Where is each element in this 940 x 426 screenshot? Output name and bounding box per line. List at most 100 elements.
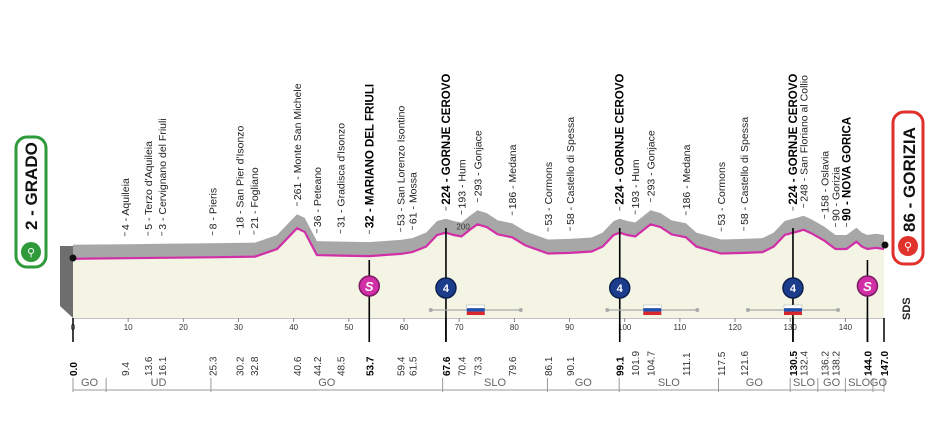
km-value-label: 144.0 xyxy=(863,351,874,376)
slovenia-flag-blue xyxy=(783,308,802,312)
place-label: 3 - Cervignano del Friuli xyxy=(157,118,169,229)
km-value-label: 53.7 xyxy=(365,356,376,376)
climb-icon-label: 4 xyxy=(617,283,624,295)
km-value-label: 147.0 xyxy=(880,351,891,376)
km-value-label: 25.3 xyxy=(209,356,220,376)
km-value-label: 44.2 xyxy=(313,356,324,376)
region-label: GO xyxy=(318,377,336,389)
place-label: 224 - GORNJE CEROVO xyxy=(441,74,453,205)
km-value-label: 99.1 xyxy=(616,356,627,376)
place-label: 90 - NOVA GORICA xyxy=(841,117,853,221)
km-value-label: 16.1 xyxy=(158,356,169,376)
climb-icon xyxy=(435,277,457,299)
place-label: 61 - Mossa xyxy=(407,172,419,224)
slovenia-flag-blue xyxy=(643,308,662,312)
km-axis-top: 0102030405060708090100110120130140 xyxy=(71,317,884,332)
km-value-label: 48.5 xyxy=(337,356,348,376)
start-badge: 2 - GRADO ⚲ xyxy=(14,135,48,269)
km-tick-label: 80 xyxy=(510,323,519,332)
terrain-side xyxy=(60,246,73,318)
region-label: GO xyxy=(746,377,764,389)
slovenia-flag-red xyxy=(466,311,485,315)
sprint-icon-label: S xyxy=(365,279,374,294)
climb-icon-label: 4 xyxy=(443,283,450,295)
region-label: SLO xyxy=(793,377,815,389)
border-dot xyxy=(428,308,433,312)
place-label: 18 - San Pier d'Isonzo xyxy=(235,125,247,228)
km-value-label: 136.2 xyxy=(820,351,831,376)
slovenia-flag-white xyxy=(783,304,803,309)
km-value-label: 9.4 xyxy=(121,362,132,376)
start-label: 2 - GRADO xyxy=(22,142,41,230)
km-tick-label: 10 xyxy=(124,323,133,332)
km-value-label: 61.5 xyxy=(408,356,419,376)
place-label: 4 - Aquileia xyxy=(120,178,132,230)
finish-badge: 86 - GORIZIA ⚲ xyxy=(891,110,925,266)
place-label: 58 - Castello di Spessa xyxy=(739,117,751,225)
km-value-label: 132.4 xyxy=(799,351,810,376)
place-label: 32 - MARIANO DEL FRIULI xyxy=(364,84,376,228)
km-tick-label: 60 xyxy=(400,323,409,332)
place-label: 193 - Hum xyxy=(630,159,642,208)
km-value-label: 79.6 xyxy=(508,356,519,376)
km-tick-label: 30 xyxy=(234,323,243,332)
border-dot xyxy=(605,308,610,312)
km-tick-label: 120 xyxy=(728,323,742,332)
km-value-label: 138.2 xyxy=(831,351,842,376)
km-value-label: 73.3 xyxy=(473,356,484,376)
km-value-label: 130.5 xyxy=(789,351,800,376)
place-label: 293 - Gonjace xyxy=(472,130,484,196)
region-label: SLO xyxy=(848,377,870,389)
km-value-label: 0.0 xyxy=(69,362,80,376)
region-label: UD xyxy=(151,377,167,389)
climb-icon xyxy=(608,277,631,299)
place-label: 58 - Castello di Spessa xyxy=(565,117,577,225)
place-label: 90 - Gorizia xyxy=(830,167,842,221)
place-label: 261 - Monte San Michele xyxy=(292,83,304,200)
terrain-foreground xyxy=(73,224,884,318)
finish-cyclist-glyph: ⚲ xyxy=(904,240,912,253)
sprint-icon xyxy=(856,275,879,297)
km-tick-label: 130 xyxy=(784,323,798,332)
region-label: GO xyxy=(870,377,888,389)
place-label: 53 - San Lorenzo Isontino xyxy=(396,105,408,225)
km-tick-label: 140 xyxy=(839,323,853,332)
region-label: GO xyxy=(81,377,99,389)
region-label: SLO xyxy=(658,377,680,389)
place-label: 158 - Oslavia xyxy=(819,151,831,213)
km-value-label: 70.4 xyxy=(457,356,468,376)
start-dot xyxy=(69,254,77,262)
km-value-label: 40.6 xyxy=(293,356,304,376)
km-value-label: 86.1 xyxy=(544,356,555,376)
km-tick-label: 40 xyxy=(289,323,298,332)
place-label: 21 - Fogliano xyxy=(249,167,261,228)
place-label: 36 - Peteano xyxy=(312,167,324,227)
climb-icon-label: 4 xyxy=(790,283,797,295)
elevation-profile: 200 xyxy=(60,210,885,318)
km-tick-label: 50 xyxy=(344,323,353,332)
place-label: 248 - San Floriano al Collio xyxy=(798,75,810,202)
region-bar: GO UD GO SLO GO SLO GO SLO GO SLO GO xyxy=(72,377,888,392)
km-value-label: 111.1 xyxy=(682,352,693,376)
km-value-label: 13.6 xyxy=(144,356,155,376)
place-label: 53 - Cormons xyxy=(716,162,728,226)
region-label: GO xyxy=(823,377,841,389)
place-label: 5 - Terzo d'Aquileia xyxy=(143,141,155,230)
slovenia-flag-red xyxy=(643,311,662,315)
finish-dot xyxy=(881,241,889,249)
region-label: GO xyxy=(575,377,593,389)
km-tick-label: 100 xyxy=(618,323,632,332)
start-cyclist-icon xyxy=(21,242,41,262)
border-dot xyxy=(835,308,840,312)
road-line xyxy=(72,223,885,260)
finish-label: 86 - GORIZIA xyxy=(900,127,919,232)
km-value-label: 121.6 xyxy=(740,351,751,376)
km-axis-bottom: 0.0 9.4 13.6 16.1 25.3 30.2 32.8 40.6 44.2 48.5 53… xyxy=(69,318,891,376)
place-label: 224 - GORNJE CEROVO xyxy=(788,74,800,205)
place-label: 8 - Pieris xyxy=(208,188,220,229)
place-label: 186 - Medana xyxy=(681,144,693,209)
place-label: 224 - GORNJE CEROVO xyxy=(615,74,627,205)
climb-icon xyxy=(782,277,804,299)
place-label: 31 - Gradisca d'Isonzo xyxy=(336,123,348,228)
km-value-label: 59.4 xyxy=(397,356,408,376)
